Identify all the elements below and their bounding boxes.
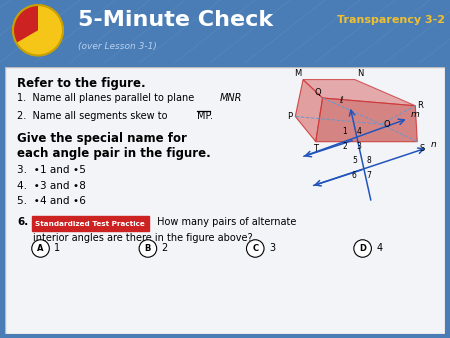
Text: .: . <box>210 111 213 121</box>
Text: 6: 6 <box>352 171 357 180</box>
Text: 2: 2 <box>162 243 168 254</box>
Text: 3: 3 <box>269 243 275 254</box>
Circle shape <box>247 240 264 257</box>
Text: C: C <box>252 244 258 253</box>
Text: .: . <box>238 93 241 103</box>
Polygon shape <box>295 79 323 142</box>
Text: N: N <box>357 69 363 78</box>
Text: MP: MP <box>197 111 211 121</box>
Text: 5-Minute Check: 5-Minute Check <box>78 10 273 30</box>
Text: B: B <box>145 244 151 253</box>
Text: (over Lesson 3-1): (over Lesson 3-1) <box>78 42 157 51</box>
Text: R: R <box>417 101 423 110</box>
Text: $\ell$: $\ell$ <box>339 94 344 105</box>
Text: 7: 7 <box>366 171 371 180</box>
Text: interior angles are there in the figure above?: interior angles are there in the figure … <box>33 233 252 243</box>
Text: each angle pair in the figure.: each angle pair in the figure. <box>17 147 211 160</box>
Text: Transparency 3-2: Transparency 3-2 <box>337 15 445 25</box>
FancyBboxPatch shape <box>32 216 149 231</box>
FancyBboxPatch shape <box>5 67 445 334</box>
Text: T: T <box>313 144 318 153</box>
Text: 8: 8 <box>366 156 371 165</box>
Text: 1: 1 <box>342 127 347 136</box>
Text: 3.  ∙1 and ∙5: 3. ∙1 and ∙5 <box>17 165 86 175</box>
Text: 4: 4 <box>357 127 362 136</box>
Wedge shape <box>13 5 38 43</box>
Circle shape <box>32 240 50 257</box>
Text: Give the special name for: Give the special name for <box>17 132 187 145</box>
Circle shape <box>139 240 157 257</box>
Text: S: S <box>419 144 424 153</box>
Text: 1: 1 <box>54 243 60 254</box>
Text: 5: 5 <box>352 156 357 165</box>
Text: 3: 3 <box>357 142 362 151</box>
Circle shape <box>13 5 63 55</box>
Text: O: O <box>383 120 390 129</box>
Text: 2: 2 <box>342 142 347 151</box>
Text: D: D <box>359 244 366 253</box>
Text: Standardized Test Practice: Standardized Test Practice <box>36 221 145 227</box>
Text: 6.: 6. <box>17 217 28 227</box>
Polygon shape <box>303 79 415 106</box>
Text: Q: Q <box>314 88 321 97</box>
Text: 5.  ∙4 and ∙6: 5. ∙4 and ∙6 <box>17 196 86 206</box>
Text: Refer to the figure.: Refer to the figure. <box>17 77 146 90</box>
Polygon shape <box>316 98 417 142</box>
Text: 4.  ∙3 and ∙8: 4. ∙3 and ∙8 <box>17 180 86 191</box>
Text: MNR: MNR <box>220 93 243 103</box>
Text: M: M <box>294 69 301 78</box>
Circle shape <box>354 240 371 257</box>
Text: 4: 4 <box>376 243 382 254</box>
Text: 2.  Name all segments skew to: 2. Name all segments skew to <box>17 111 171 121</box>
Text: A: A <box>37 244 44 253</box>
Text: 1.  Name all planes parallel to plane: 1. Name all planes parallel to plane <box>17 93 198 103</box>
Text: P: P <box>287 112 292 121</box>
Text: $n$: $n$ <box>430 140 437 148</box>
Text: $m$: $m$ <box>410 111 421 119</box>
Text: How many pairs of alternate: How many pairs of alternate <box>154 217 296 227</box>
